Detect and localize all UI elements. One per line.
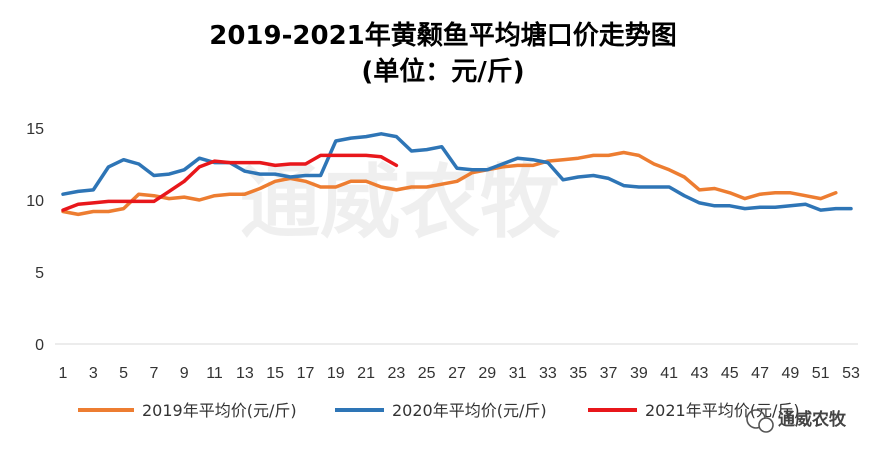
y-tick-label: 15 [26,121,44,138]
x-tick-label: 41 [660,365,678,382]
x-tick-label: 51 [812,365,830,382]
x-tick-label: 45 [721,365,739,382]
x-tick-label: 53 [842,365,860,382]
y-tick-label: 10 [26,193,44,210]
legend: 2019年平均价(元/斤) 2020年平均价(元/斤) 2021年平均价(元/斤) [78,401,800,420]
wechat-icon-bubble-front [758,417,774,433]
x-tick-label: 35 [569,365,587,382]
y-tick-label: 5 [35,265,44,282]
x-tick-label: 31 [509,365,527,382]
x-tick-label: 43 [691,365,709,382]
x-tick-label: 15 [266,365,284,382]
x-tick-label: 27 [448,365,466,382]
chart-subtitle: (单位：元/斤) [361,57,525,87]
series-layer [61,132,853,217]
x-tick-label: 3 [89,365,98,382]
x-tick-label: 5 [119,365,128,382]
series-line-2 [61,132,853,212]
x-tick-label: 1 [59,365,68,382]
x-tick-label: 11 [206,365,223,382]
x-tick-label: 17 [297,365,315,382]
y-tick-label: 0 [35,337,44,354]
x-tick-label: 39 [630,365,648,382]
x-tick-label: 49 [781,365,799,382]
chart-title: 2019-2021年黄颡鱼平均塘口价走势图 [209,21,677,51]
chart-title-block: 2019-2021年黄颡鱼平均塘口价走势图 (单位：元/斤) [0,18,886,90]
series-line-3 [61,153,399,212]
watermark-text: 通威农牧 [240,156,561,249]
x-tick-label: 29 [478,365,496,382]
x-tick-label: 23 [387,365,405,382]
x-tick-label: 33 [539,365,557,382]
x-tick-label: 9 [180,365,189,382]
x-tick-label: 19 [327,365,345,382]
series-line-1 [61,150,838,217]
x-tick-label: 25 [418,365,436,382]
x-tick-label: 7 [149,365,158,382]
x-tick-label: 37 [600,365,618,382]
x-tick-label: 47 [751,365,769,382]
legend-label-3: 2021年平均价(元/斤) [645,401,800,420]
watermark-badge: 通威农牧 [746,409,847,433]
x-tick-label: 21 [357,365,375,382]
legend-label-2: 2020年平均价(元/斤) [392,401,547,420]
watermark-badge-label: 通威农牧 [778,409,847,430]
x-tick-label: 13 [236,365,254,382]
legend-label-1: 2019年平均价(元/斤) [142,401,297,420]
